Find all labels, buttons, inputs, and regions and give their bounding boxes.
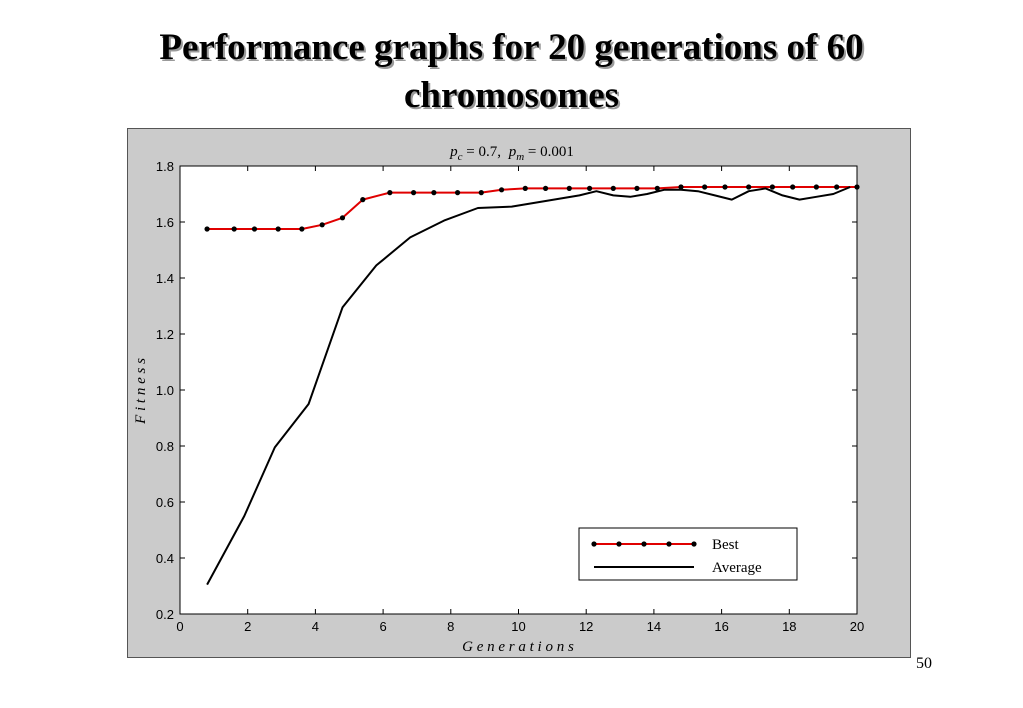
data-point-best [410,190,417,196]
legend-box [578,527,798,581]
data-point-best [275,226,281,232]
legend-best-marker [691,541,697,547]
y-tick-label: 0.8 [156,439,174,454]
y-tick-label: 0.2 [156,607,174,622]
data-point-best [586,185,593,191]
data-point-best [339,215,346,221]
legend-best-markers [591,541,697,547]
legend-best-marker [591,541,597,547]
data-point-best [231,226,237,232]
data-point-best [319,222,325,228]
y-axis-label: F i t n e s s [133,358,149,425]
y-tick-label: 1.8 [156,159,174,174]
x-tick-label: 0 [176,619,183,634]
data-point-best [360,197,366,203]
data-point-best [678,184,684,190]
legend-best-marker [616,541,622,547]
data-point-best [498,187,505,193]
data-point-best [769,184,775,190]
data-point-best [654,185,660,191]
y-tick-label: 1.4 [156,271,174,286]
data-point-best [387,190,393,196]
x-tick-label: 8 [447,619,454,634]
data-point-best [431,190,437,196]
chart-title: pc = 0.7, pm = 0.001 [449,144,574,163]
legend-best-marker [666,541,672,547]
data-point-best [454,190,461,196]
data-point-best [634,185,640,191]
data-point-best [790,184,796,190]
data-point-best [610,185,616,191]
x-tick-label: 6 [379,619,386,634]
data-point-best [478,190,484,196]
page-number: 50 [916,655,932,672]
x-tick-label: 16 [714,619,728,634]
x-tick-label: 20 [850,619,864,634]
data-point-best [854,184,860,190]
slide-title-line-2: chromosomes [403,75,620,116]
x-tick-label: 10 [511,619,525,634]
x-tick-label: 14 [647,619,661,634]
y-tick-label: 1.6 [156,215,174,230]
series-layer [204,184,860,586]
data-point-best [834,184,840,190]
figure-frame: pc = 0.7, pm = 0.001 0 2 4 6 8 10 12 14 16 18 20 0.… [127,128,911,658]
data-point-best [299,226,305,232]
data-point-best [702,184,708,190]
y-tick-label: 0.4 [156,551,174,566]
slide-title-line-1: Performance graphs for 20 generations of… [159,27,864,68]
data-point-best [542,185,549,191]
data-point-best [813,184,819,190]
data-point-best [746,184,752,190]
legend-best-marker [641,541,647,547]
legend: Best Average [578,527,798,581]
legend-best-label: Best [712,537,740,553]
data-point-best [251,226,258,232]
x-axis-label: G e n e r a t i o n s [462,639,574,655]
fitness-chart: pc = 0.7, pm = 0.001 0 2 4 6 8 10 12 14 16 18 20 0.… [133,144,864,655]
x-tick-label: 4 [312,619,319,634]
slide-title: Performance graphs for 20 generations of… [0,24,1023,120]
data-point-best [566,185,572,191]
data-point-best [722,184,728,190]
y-tick-label: 0.6 [156,495,174,510]
legend-average-label: Average [712,560,762,576]
data-point-best [522,185,528,191]
data-point-best [204,226,210,232]
y-tick-label: 1.2 [156,327,174,342]
series-line-average [206,186,851,586]
x-tick-label: 12 [579,619,593,634]
x-tick-label: 2 [244,619,251,634]
x-tick-label: 18 [782,619,796,634]
series-line-best [207,186,857,230]
y-tick-label: 1.0 [156,383,174,398]
axis-ticks: 0 2 4 6 8 10 12 14 16 18 20 0.2 0.4 0.6 0.8 1.0 1.2 1.4 1.… [156,159,864,634]
